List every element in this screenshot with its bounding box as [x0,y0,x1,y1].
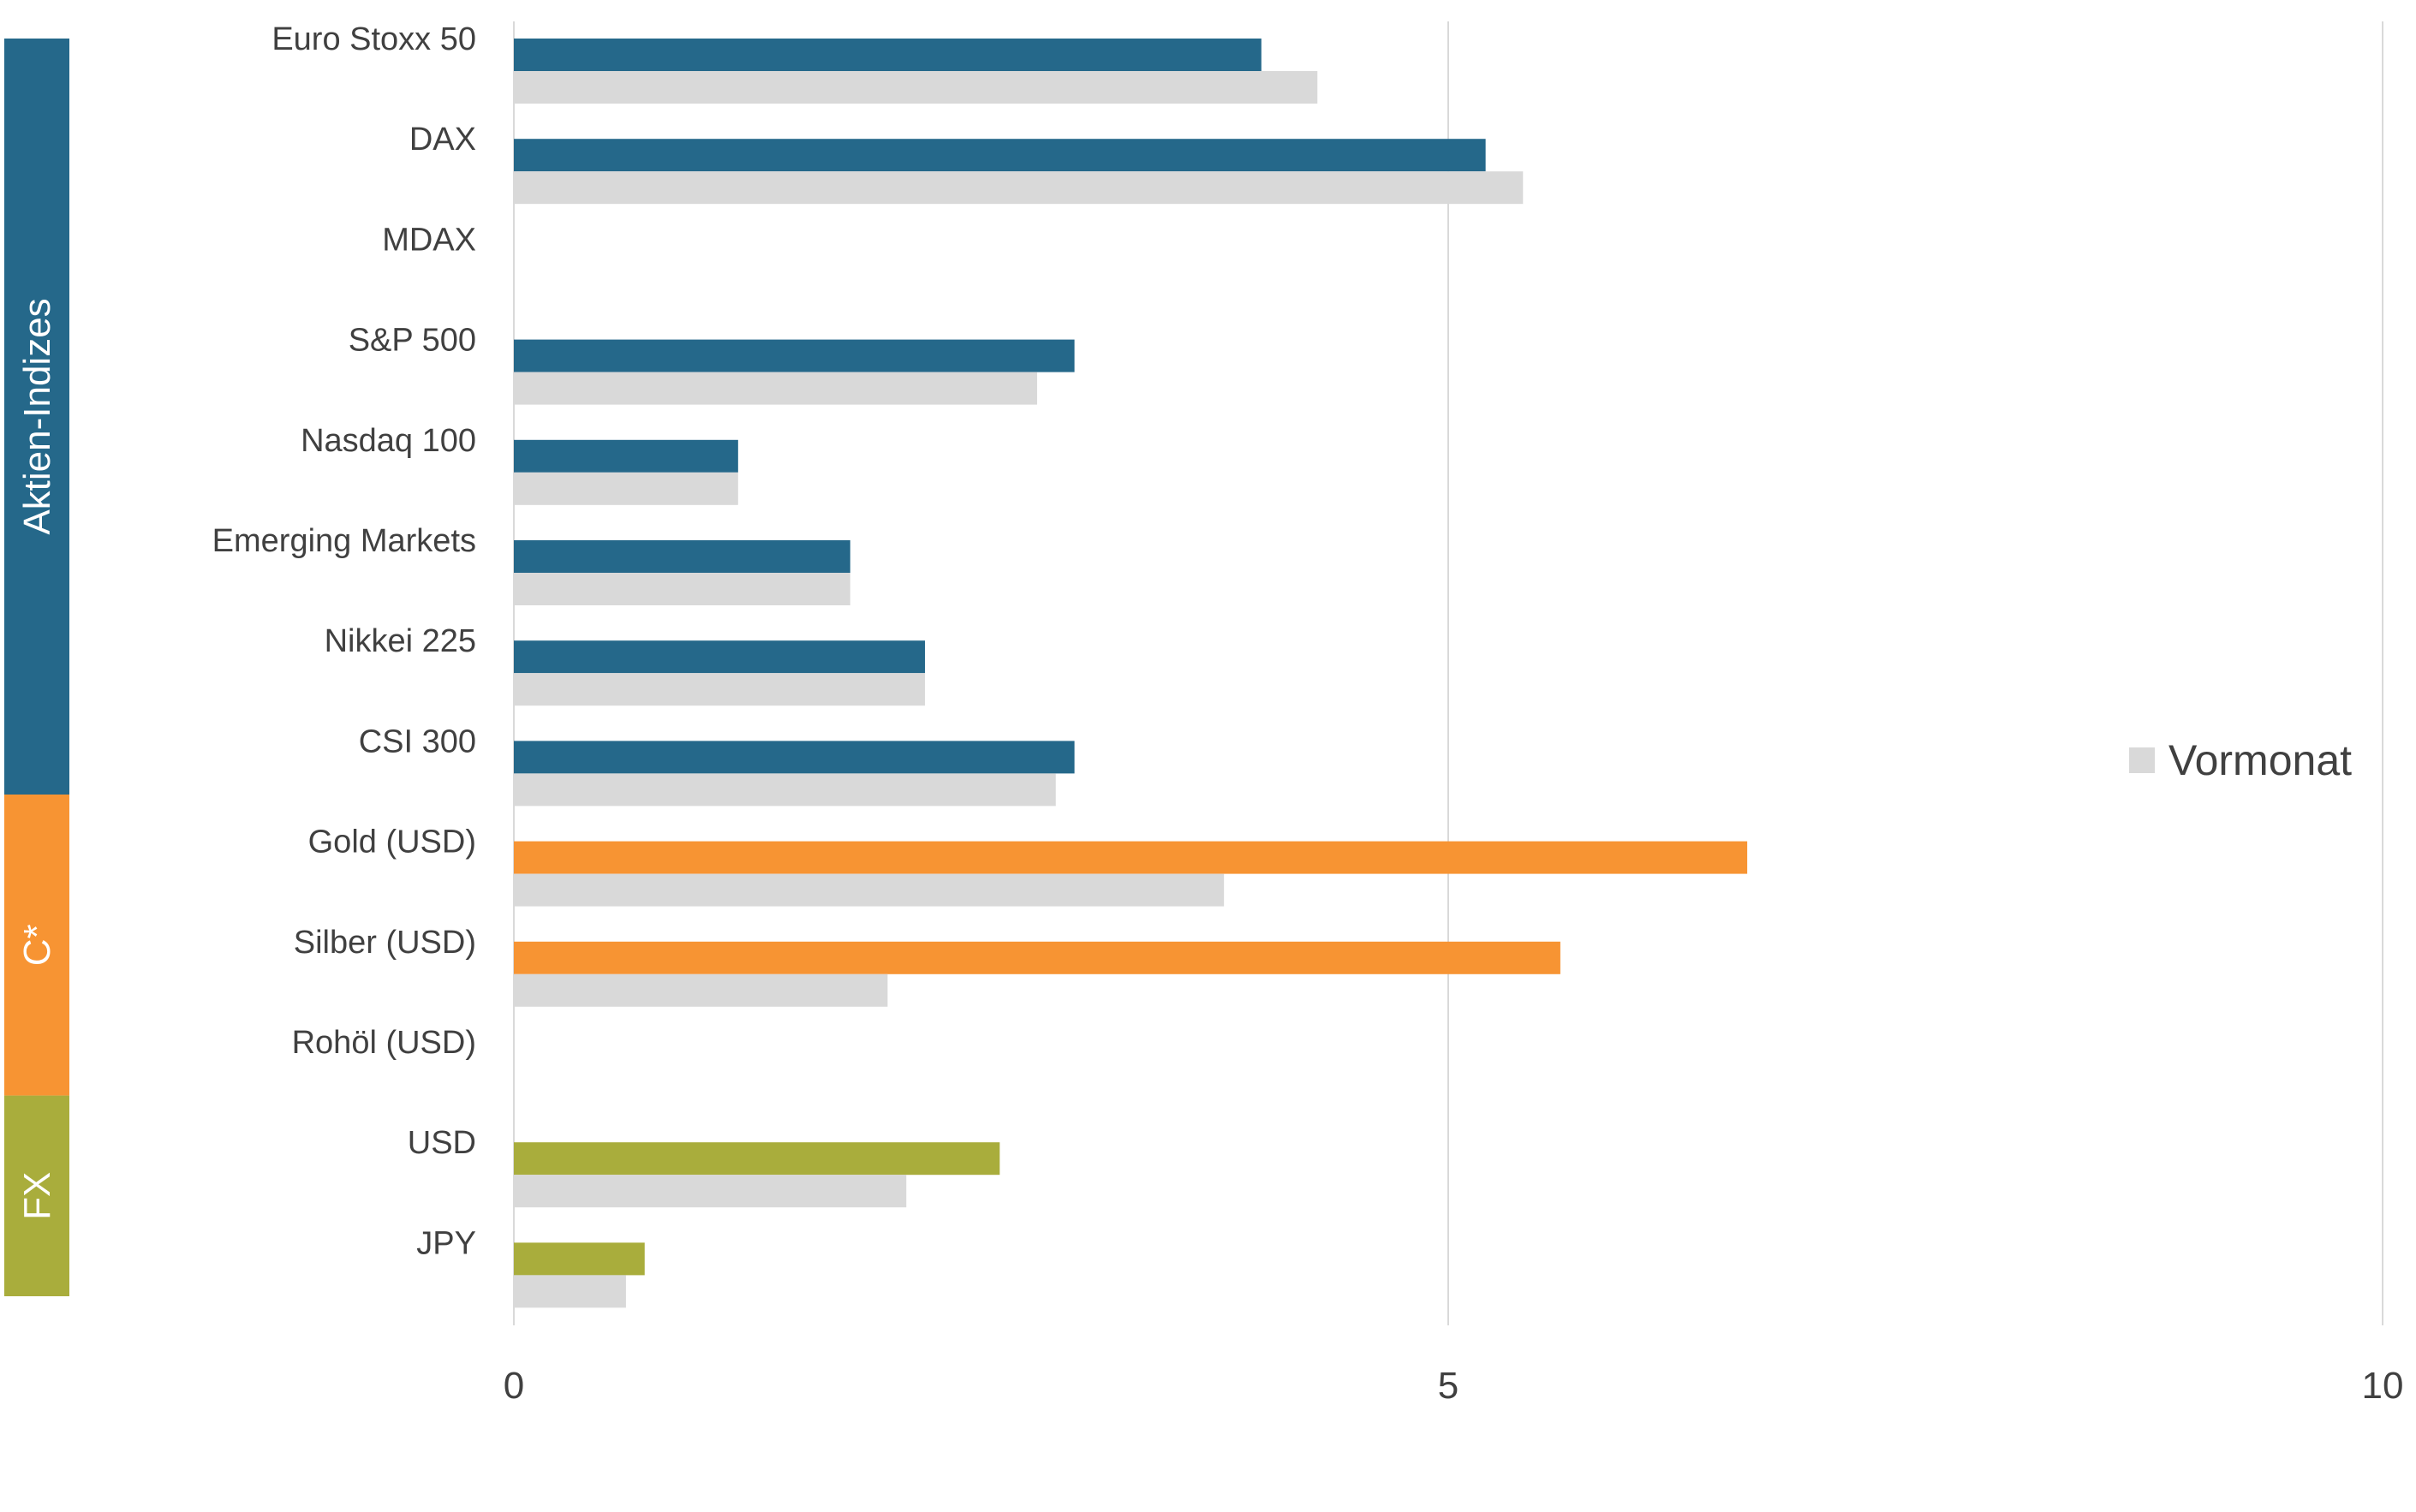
group-band-fx [4,1095,69,1296]
bar-vormonat-emerging-markets [514,573,850,605]
group-band-aktien-indizes [4,39,69,795]
group-band-c [4,795,69,1096]
legend: Vormonat [2129,736,2352,784]
legend-swatch-vormonat [2129,747,2155,773]
category-label-usd: USD [408,1125,476,1161]
x-axis-ticks: 0 5 10 [504,1365,2404,1407]
bar-aktuell-dax [514,139,1486,172]
bar-vormonat-nasdaq-100 [514,472,738,505]
bar-aktuell-nasdaq-100 [514,439,738,473]
category-groups: Aktien-Indizes C* FX [4,39,69,1296]
x-tick-label-5: 5 [1438,1365,1459,1407]
category-label-gold-usd: Gold (USD) [308,824,476,860]
bar-vormonat-silber-usd [514,973,888,1007]
bar-vormonat-s-p-500 [514,372,1037,405]
x-tick-label-10: 10 [2362,1365,2404,1407]
bar-aktuell-euro-stoxx-50 [514,39,1262,71]
category-label-s-p-500: S&P 500 [349,323,476,359]
category-label-dax: DAX [409,122,476,158]
bar-vormonat-dax [514,171,1524,205]
bar-aktuell-usd [514,1142,1000,1176]
bar-vormonat-euro-stoxx-50 [514,71,1318,104]
group-label-fx: FX [16,1172,58,1220]
group-label-aktien-indizes: Aktien-Indizes [16,298,58,534]
category-label-emerging-markets: Emerging Markets [212,523,476,559]
category-label-euro-stoxx-50: Euro Stoxx 50 [271,21,476,57]
category-labels: Euro Stoxx 50 DAX MDAX S&P 500 Nasdaq 100 Eme… [212,21,476,1261]
bars [514,39,1748,1308]
group-label-c: C* [16,924,58,966]
category-label-jpy: JPY [416,1225,476,1261]
bar-aktuell-gold-usd [514,841,1748,874]
category-label-silber-usd: Silber (USD) [294,925,476,961]
category-label-nikkei-225: Nikkei 225 [325,623,476,659]
category-label-csi-300: CSI 300 [359,723,476,759]
bar-aktuell-nikkei-225 [514,640,926,674]
bar-aktuell-emerging-markets [514,540,850,573]
bar-aktuell-s-p-500 [514,339,1075,372]
bar-vormonat-gold-usd [514,873,1225,907]
bar-aktuell-csi-300 [514,741,1075,774]
category-label-mdax: MDAX [382,222,476,258]
bar-aktuell-silber-usd [514,941,1560,974]
x-tick-label-0: 0 [504,1365,524,1407]
legend-label-vormonat: Vormonat [2168,736,2352,784]
bar-vormonat-jpy [514,1275,626,1308]
bar-vormonat-nikkei-225 [514,673,926,706]
bar-vormonat-usd [514,1175,907,1208]
category-label-nasdaq-100: Nasdaq 100 [301,423,476,459]
category-label-roh-l-usd: Rohöl (USD) [292,1025,476,1061]
bar-vormonat-csi-300 [514,773,1056,807]
bar-aktuell-jpy [514,1242,645,1276]
